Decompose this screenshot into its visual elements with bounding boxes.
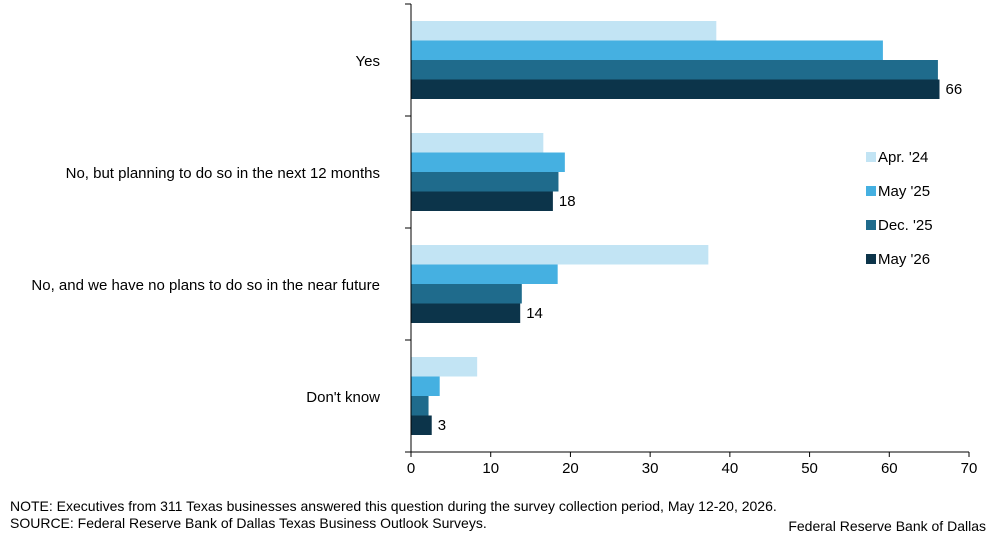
category-labels: Yes No, but planning to do so in the next… [31,53,380,406]
bar [411,245,709,265]
x-tick-label: 60 [881,460,898,477]
bar [411,284,522,304]
bars-layer [411,21,940,435]
bar [411,396,429,416]
legend-label: May '26 [878,251,930,268]
legend-swatch [866,186,876,196]
x-tick-label: 70 [961,460,978,477]
legend-label: May '25 [878,183,930,200]
data-label: 18 [559,193,576,210]
bar [411,357,478,377]
x-tick-label: 50 [801,460,818,477]
legend-label: Dec. '25 [878,217,933,234]
category-label: Don't know [306,389,380,406]
bar [411,152,565,172]
data-label: 66 [946,81,963,98]
bar [411,60,938,80]
x-axis: 0 10 20 30 40 50 60 70 [405,3,978,477]
bar [411,264,558,284]
bar [411,303,521,323]
category-label: No, and we have no plans to do so in the… [31,277,380,294]
bar [411,172,559,192]
category-label: Yes [356,53,380,70]
x-tick-label: 0 [407,460,415,477]
legend: Apr. '24 May '25 Dec. '25 May '26 [866,149,933,268]
legend-label: Apr. '24 [878,149,928,166]
footnote-note: NOTE: Executives from 311 Texas business… [10,498,777,514]
footnote-source: SOURCE: Federal Reserve Bank of Dallas T… [10,515,487,531]
bar [411,376,440,396]
category-label: No, but planning to do so in the next 12… [66,165,380,182]
x-tick-label: 30 [642,460,659,477]
legend-swatch [866,152,876,162]
credit-text: Federal Reserve Bank of Dallas [788,518,986,534]
bar [411,191,553,211]
bar [411,79,940,99]
bar [411,415,432,435]
data-labels: 66 18 14 3 [438,81,962,434]
bar [411,21,717,41]
legend-swatch [866,254,876,264]
x-tick-label: 20 [562,460,579,477]
x-tick-label: 40 [722,460,739,477]
legend-swatch [866,220,876,230]
bar [411,133,544,153]
data-label: 3 [438,417,446,434]
x-tick-label: 10 [482,460,499,477]
bar [411,40,883,60]
data-label: 14 [526,305,543,322]
